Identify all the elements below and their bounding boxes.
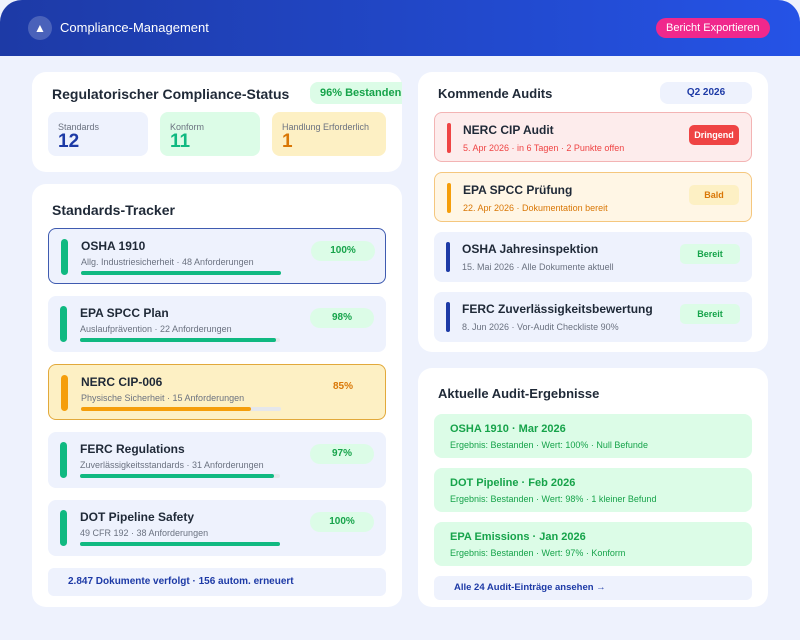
stat-value: 11: [170, 131, 191, 152]
stat-compliant: Konform 11: [160, 112, 260, 156]
app-title: Compliance-Management: [60, 20, 209, 35]
audit-item[interactable]: OSHA Jahresinspektion 15. Mai 2026 · All…: [434, 232, 752, 282]
result-details: Ergebnis: Bestanden · Wert: 97% · Konfor…: [450, 548, 626, 558]
compliance-percent: 100%: [311, 241, 375, 261]
audit-name: NERC CIP Audit: [463, 123, 554, 137]
audit-status-badge: Bereit: [680, 304, 740, 324]
stat-label: Konform: [170, 122, 205, 132]
compliance-status-card: Regulatorischer Compliance-Status 96% Be…: [32, 72, 402, 172]
priority-indicator: [446, 302, 450, 332]
progress-fill: [80, 542, 280, 546]
result-title: OSHA 1910 · Mar 2026: [450, 423, 566, 435]
result-title: EPA Emissions · Jan 2026: [450, 531, 586, 543]
standard-name: OSHA 1910: [81, 239, 146, 253]
stat-label: Handlung Erforderlich: [282, 122, 370, 132]
audit-status-badge: Bald: [689, 185, 739, 205]
card-title: Kommende Audits: [438, 86, 553, 101]
standard-name: NERC CIP-006: [81, 375, 163, 389]
standard-item[interactable]: FERC Regulations Zuverlässigkeitsstandar…: [48, 432, 386, 488]
stat-value: 1: [282, 131, 293, 152]
audit-status-badge: Dringend: [689, 125, 739, 145]
status-indicator: [60, 510, 67, 546]
audit-result-item[interactable]: DOT Pipeline · Feb 2026 Ergebnis: Bestan…: [434, 468, 752, 512]
audit-item[interactable]: FERC Zuverlässigkeitsbewertung 8. Jun 20…: [434, 292, 752, 342]
result-details: Ergebnis: Bestanden · Wert: 100% · Null …: [450, 440, 648, 450]
view-all-audits-link[interactable]: Alle 24 Audit-Einträge ansehen →: [434, 576, 752, 600]
card-title: Regulatorischer Compliance-Status: [52, 86, 290, 102]
audit-name: FERC Zuverlässigkeitsbewertung: [462, 302, 653, 316]
upcoming-audits-card: Kommende Audits Q2 2026 NERC CIP Audit 5…: [418, 72, 768, 352]
standard-description: 49 CFR 192 · 38 Anforderungen: [80, 528, 209, 538]
progress-fill: [80, 474, 274, 478]
status-indicator: [61, 239, 68, 275]
progress-fill: [80, 338, 276, 342]
standard-description: Zuverlässigkeitsstandards · 31 Anforderu…: [80, 460, 264, 470]
compliance-percent: 85%: [332, 381, 353, 392]
standard-item[interactable]: EPA SPCC Plan Auslaufprävention · 22 Anf…: [48, 296, 386, 352]
audit-details: 8. Jun 2026 · Vor-Audit Checkliste 90%: [462, 322, 619, 332]
standard-name: FERC Regulations: [80, 442, 185, 456]
progress-fill: [81, 271, 281, 275]
audit-status-badge: Bereit: [680, 244, 740, 264]
audit-results-card: Aktuelle Audit-Ergebnisse OSHA 1910 · Ma…: [418, 368, 768, 607]
pass-rate-badge: 96% Bestanden: [310, 82, 402, 104]
stat-action-required: Handlung Erforderlich 1: [272, 112, 386, 156]
tracker-footer: 2.847 Dokumente verfolgt · 156 autom. er…: [48, 568, 386, 596]
priority-indicator: [447, 123, 451, 153]
audit-name: OSHA Jahresinspektion: [462, 242, 599, 256]
stat-standards: Standards 12: [48, 112, 148, 156]
export-report-button[interactable]: Bericht Exportieren: [656, 18, 770, 38]
audit-result-item[interactable]: OSHA 1910 · Mar 2026 Ergebnis: Bestanden…: [434, 414, 752, 458]
standard-item[interactable]: OSHA 1910 Allg. Industriesicherheit · 48…: [48, 228, 386, 284]
audit-item[interactable]: NERC CIP Audit 5. Apr 2026 · in 6 Tagen …: [434, 112, 752, 162]
standard-description: Auslaufprävention · 22 Anforderungen: [80, 324, 232, 334]
standard-description: Allg. Industriesicherheit · 48 Anforderu…: [81, 257, 254, 267]
standard-name: DOT Pipeline Safety: [80, 510, 195, 524]
audit-details: 5. Apr 2026 · in 6 Tagen · 2 Punkte offe…: [463, 143, 625, 153]
audit-details: 15. Mai 2026 · Alle Dokumente aktuell: [462, 262, 614, 272]
standard-name: EPA SPCC Plan: [80, 306, 169, 320]
progress-bar: [80, 474, 280, 478]
standard-item[interactable]: DOT Pipeline Safety 49 CFR 192 · 38 Anfo…: [48, 500, 386, 556]
standards-tracker-card: Standards-Tracker OSHA 1910 Allg. Indust…: [32, 184, 402, 607]
progress-bar: [80, 542, 280, 546]
compliance-percent: 97%: [310, 444, 374, 464]
result-details: Ergebnis: Bestanden · Wert: 98% · 1 klei…: [450, 494, 657, 504]
progress-bar: [81, 407, 281, 411]
status-indicator: [61, 375, 68, 411]
progress-bar: [81, 271, 281, 275]
audit-item[interactable]: EPA SPCC Prüfung 22. Apr 2026 · Dokument…: [434, 172, 752, 222]
audit-result-item[interactable]: EPA Emissions · Jan 2026 Ergebnis: Besta…: [434, 522, 752, 566]
standard-item[interactable]: NERC CIP-006 Physische Sicherheit · 15 A…: [48, 364, 386, 420]
priority-indicator: [446, 242, 450, 272]
progress-bar: [80, 338, 280, 342]
period-selector[interactable]: Q2 2026: [660, 82, 752, 104]
card-title: Standards-Tracker: [52, 202, 175, 218]
audit-name: EPA SPCC Prüfung: [463, 183, 573, 197]
card-title: Aktuelle Audit-Ergebnisse: [438, 386, 600, 401]
result-title: DOT Pipeline · Feb 2026: [450, 477, 576, 489]
compliance-percent: 100%: [310, 512, 374, 532]
progress-fill: [81, 407, 251, 411]
tree-icon: ▲: [28, 16, 52, 40]
compliance-percent: 98%: [310, 308, 374, 328]
standard-description: Physische Sicherheit · 15 Anforderungen: [81, 393, 245, 403]
status-indicator: [60, 442, 67, 478]
stat-label: Standards: [58, 122, 100, 132]
priority-indicator: [447, 183, 451, 213]
stat-value: 12: [58, 131, 80, 152]
status-indicator: [60, 306, 67, 342]
app-header: ▲ Compliance-Management Bericht Exportie…: [0, 0, 800, 56]
audit-details: 22. Apr 2026 · Dokumentation bereit: [463, 203, 608, 213]
